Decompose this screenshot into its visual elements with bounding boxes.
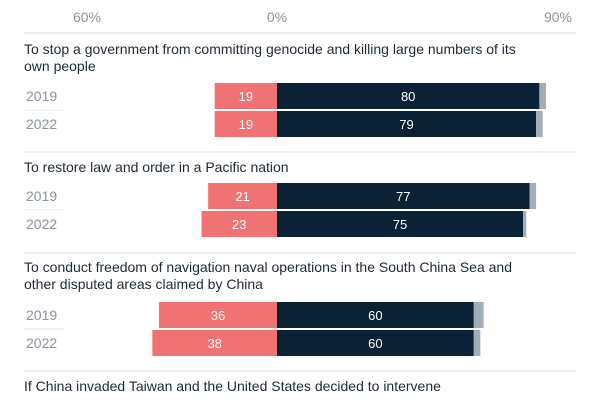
- data-label-support: 77: [396, 189, 410, 204]
- question-label: If China invaded Taiwan and the United S…: [24, 378, 441, 394]
- axis-tick-label: 90%: [544, 9, 572, 25]
- bar-oppose: [158, 302, 277, 328]
- bar-remainder: [539, 83, 546, 109]
- bar-support: [277, 330, 474, 356]
- year-label: 2022: [26, 116, 57, 132]
- question-label: own people: [24, 58, 96, 74]
- data-label-support: 60: [368, 336, 382, 351]
- axis-tick-label: 60%: [73, 9, 101, 25]
- bar-support: [277, 83, 540, 109]
- bar-remainder: [473, 302, 484, 328]
- data-label-support: 80: [401, 89, 415, 104]
- data-label-oppose: 19: [239, 117, 253, 132]
- bar-remainder: [529, 183, 537, 209]
- data-label-oppose: 23: [232, 217, 246, 232]
- bar-support: [277, 183, 530, 209]
- data-label-oppose: 36: [211, 308, 225, 323]
- bar-support: [277, 302, 474, 328]
- data-label-oppose: 21: [235, 189, 249, 204]
- data-label-support: 75: [393, 217, 407, 232]
- axis-tick-label: 0%: [267, 9, 287, 25]
- data-label-support: 79: [399, 117, 413, 132]
- data-label-support: 60: [368, 308, 382, 323]
- bar-support: [277, 111, 537, 137]
- bar-oppose: [214, 83, 277, 109]
- year-label: 2019: [26, 88, 57, 104]
- year-label: 2019: [26, 188, 57, 204]
- bar-oppose: [214, 111, 277, 137]
- bar-oppose: [208, 183, 277, 209]
- bar-support: [277, 211, 523, 237]
- year-label: 2022: [26, 335, 57, 351]
- bar-oppose: [152, 330, 277, 356]
- question-label: To restore law and order in a Pacific na…: [24, 159, 289, 175]
- question-label: To conduct freedom of navigation naval o…: [24, 259, 512, 275]
- bar-remainder: [473, 330, 481, 356]
- data-label-oppose: 38: [207, 336, 221, 351]
- data-label-oppose: 19: [239, 89, 253, 104]
- year-label: 2019: [26, 307, 57, 323]
- bar-remainder: [523, 211, 527, 237]
- year-label: 2022: [26, 216, 57, 232]
- bar-oppose: [201, 211, 277, 237]
- bar-remainder: [536, 111, 543, 137]
- question-label: To stop a government from committing gen…: [24, 41, 516, 57]
- question-label: other disputed areas claimed by China: [24, 276, 263, 292]
